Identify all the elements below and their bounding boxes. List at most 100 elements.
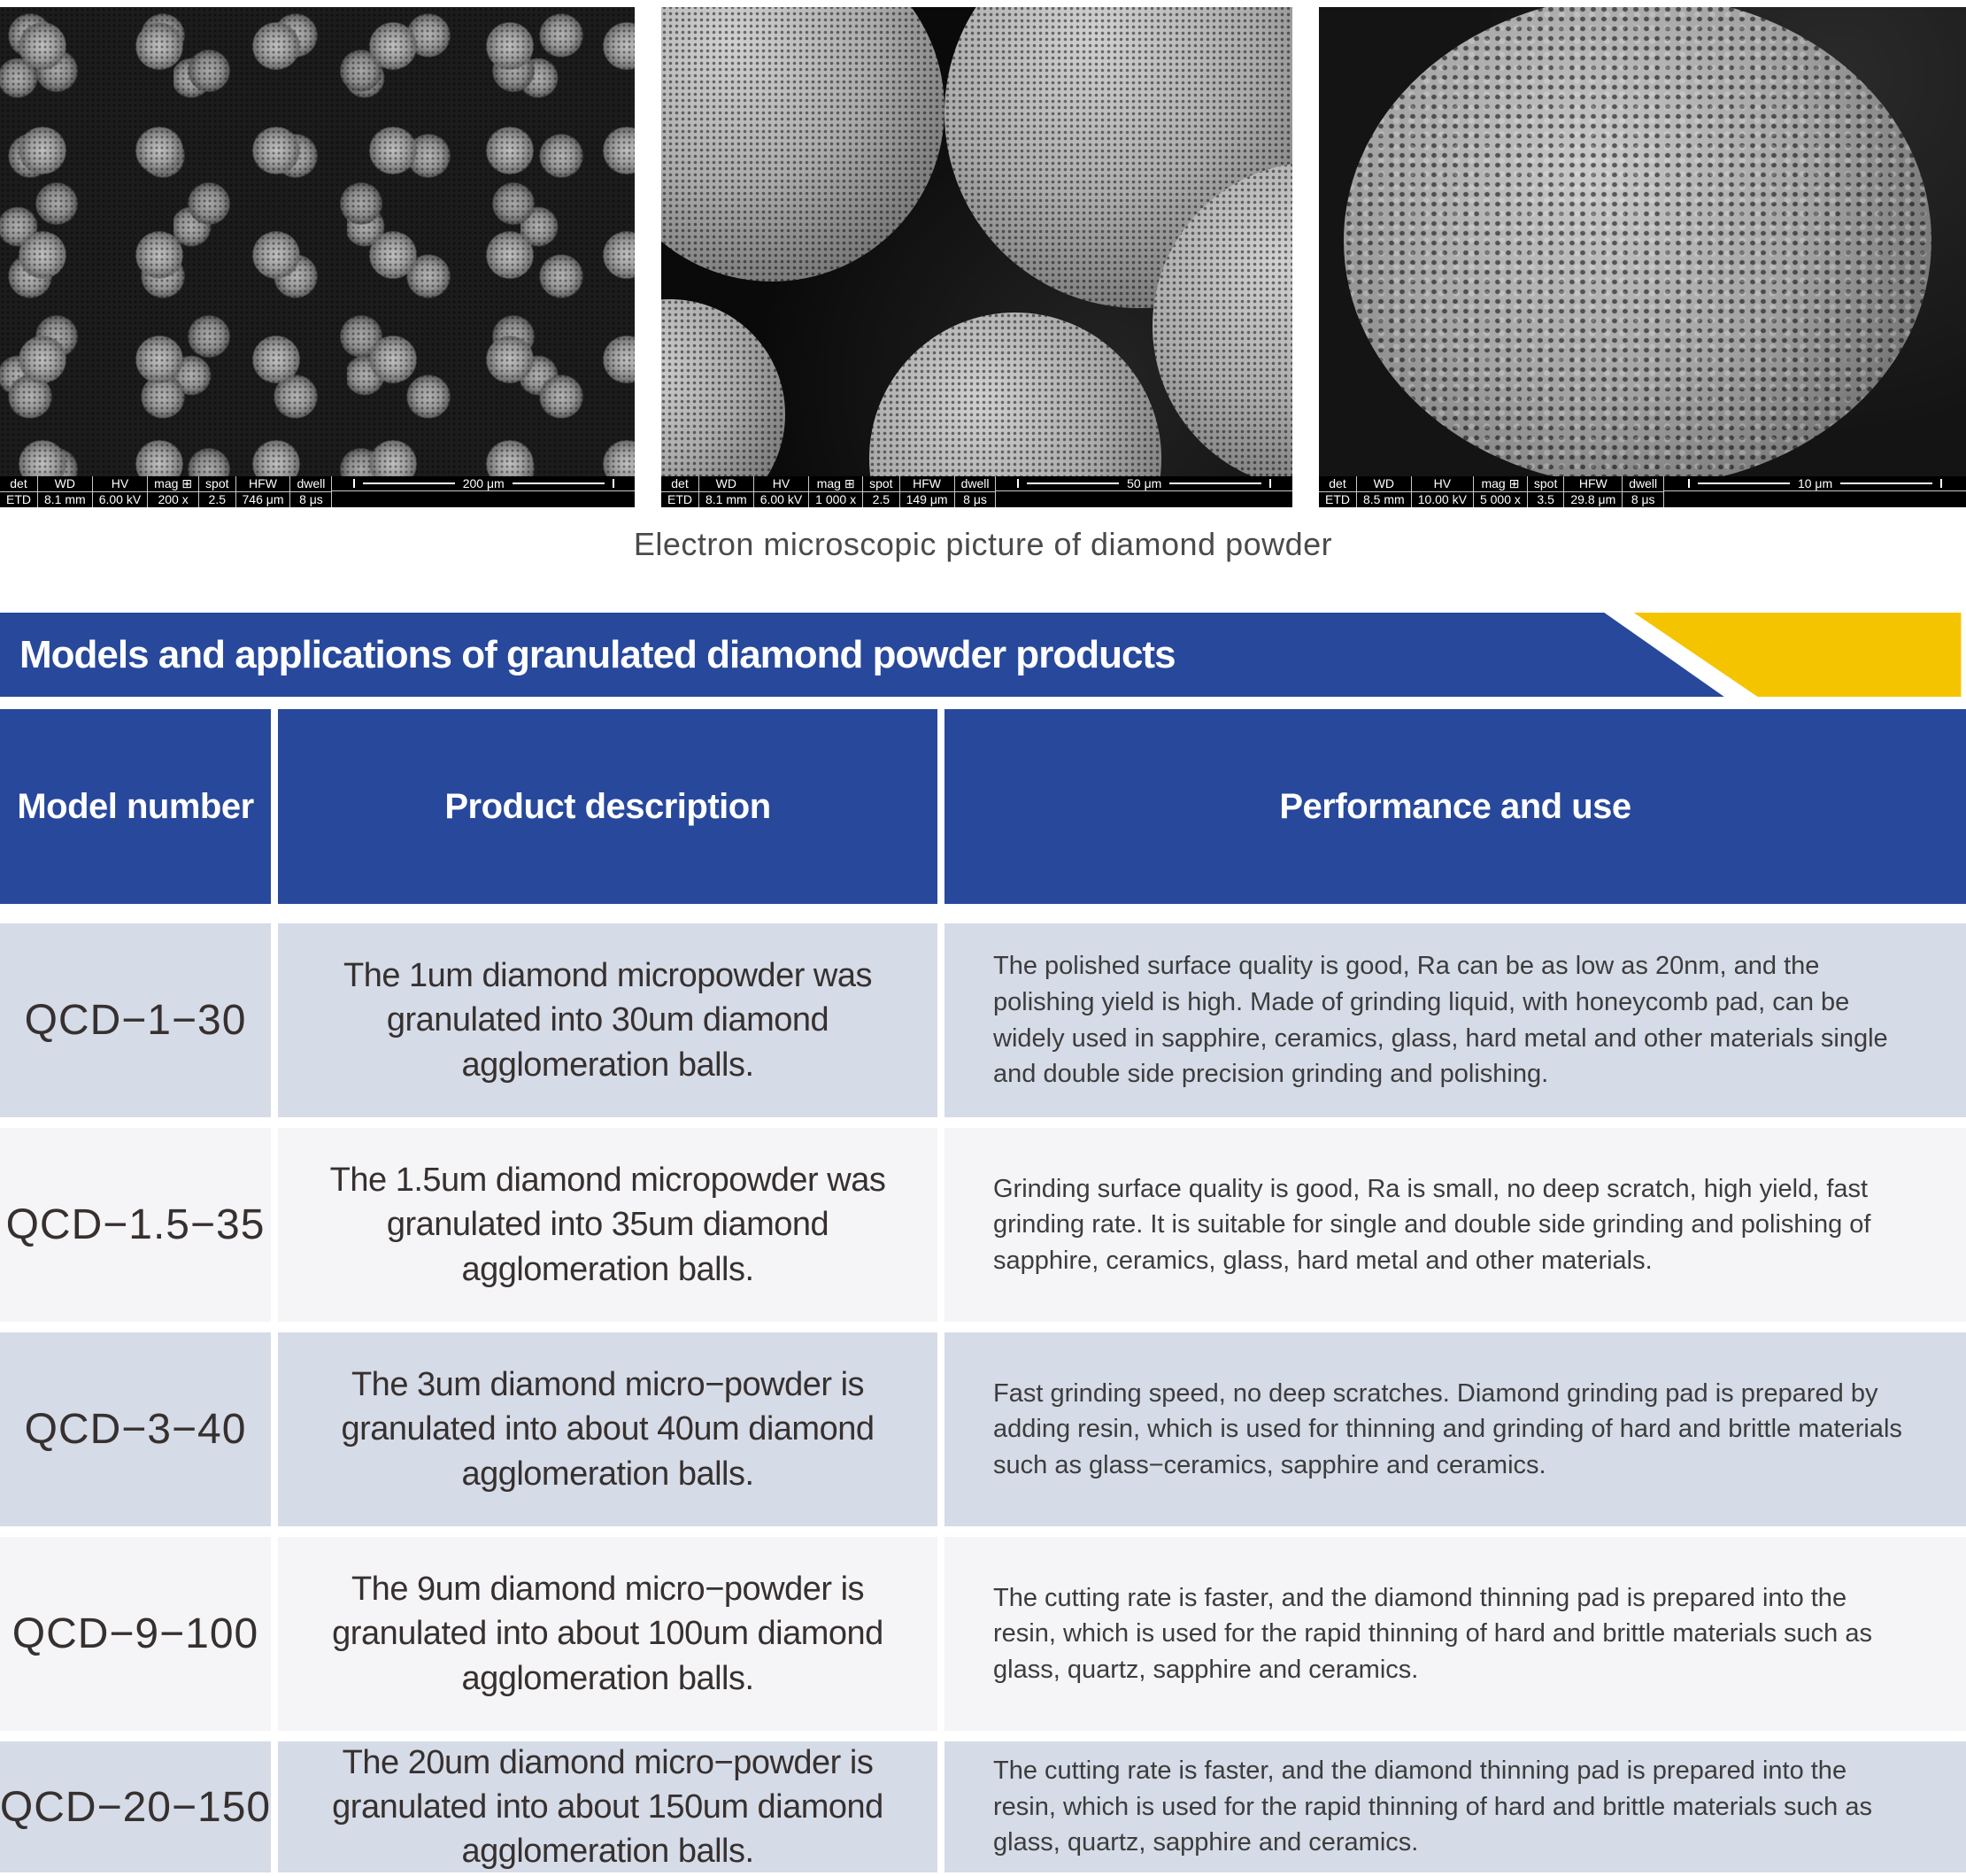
table-body: QCD−1−30 The 1um diamond micropowder was… [0,923,1966,1872]
sem-image-1: det ETD WD 8.1 mm HV 6.00 kV mag ⊞ 200 x… [0,7,635,507]
diamond-sphere-closeup [1344,7,1931,476]
meta-cell-dwell: dwell 8 μs [290,476,333,507]
sem-micrograph-200x [0,7,635,476]
performance-text: The cutting rate is faster, and the diam… [993,1583,1872,1684]
cell-product-description: The 1um diamond micropowder was granulat… [278,923,937,1117]
scale-tick [612,479,614,488]
meta-label: WD [699,476,753,492]
sem-metadata-bar-1: det ETD WD 8.1 mm HV 6.00 kV mag ⊞ 200 x… [0,476,635,507]
meta-label: mag ⊞ [809,476,863,492]
meta-cell-hv: HV 10.00 kV [1411,476,1474,507]
meta-label: HFW [235,476,290,492]
header-cell-product-description: Product description [278,709,937,904]
table-row: QCD−9−100 The 9um diamond micro−powder i… [0,1537,1966,1731]
meta-value: 6.00 kV [759,492,803,506]
cell-performance-and-use: Grinding surface quality is good, Ra is … [944,1128,1966,1322]
scale-bar: 50 μm [996,476,1292,507]
meta-label: HFW [899,476,954,492]
meta-cell-det: det ETD [0,476,38,507]
sem-metadata-bar-2: det ETD WD 8.1 mm HV 6.00 kV mag ⊞ 1 000… [661,476,1292,507]
meta-label: WD [38,476,92,492]
meta-label: dwell [1623,476,1664,492]
meta-value: 8 μs [299,492,323,506]
performance-text: Fast grinding speed, no deep scratches. … [993,1378,1902,1479]
table-row: QCD−3−40 The 3um diamond micro−powder is… [0,1332,1966,1526]
sem-image-2: det ETD WD 8.1 mm HV 6.00 kV mag ⊞ 1 000… [661,7,1292,507]
sem-image-strip: det ETD WD 8.1 mm HV 6.00 kV mag ⊞ 200 x… [0,0,1966,507]
meta-cell-det: det ETD [661,476,699,507]
cell-model-number: QCD−1.5−35 [0,1128,271,1322]
scale-bar: 10 μm [1664,476,1966,507]
cell-model-number: QCD−3−40 [0,1332,271,1526]
cell-model-number: QCD−20−150 [0,1741,271,1872]
section-title: Models and applications of granulated di… [19,632,1176,676]
meta-value: 149 μm [906,492,948,506]
meta-label: spot [199,476,235,492]
meta-label: det [1319,476,1356,492]
meta-value: 2.5 [872,492,890,506]
meta-value: 8.1 mm [705,492,747,506]
table-header: Model number Product description Perform… [0,709,1966,904]
cell-performance-and-use: Fast grinding speed, no deep scratches. … [944,1332,1966,1526]
meta-cell-mag: mag ⊞ 1 000 x [809,476,864,507]
meta-cell-wd: WD 8.5 mm [1357,476,1412,507]
sem-metadata-bar-3: det ETD WD 8.5 mm HV 10.00 kV mag ⊞ 5 00… [1319,476,1966,507]
diamond-sphere [661,299,785,476]
scale-line [1840,483,1933,484]
scale-bar: 200 μm [332,476,635,507]
meta-value: ETD [1325,492,1350,506]
scale-tick [1269,479,1272,488]
meta-cell-mag: mag ⊞ 200 x [148,476,200,507]
meta-label: mag ⊞ [148,476,199,492]
meta-cell-wd: WD 8.1 mm [38,476,93,507]
meta-value: 6.00 kV [98,492,142,506]
performance-text: The polished surface quality is good, Ra… [993,952,1888,1089]
cell-product-description: The 1.5um diamond micropowder was granul… [278,1128,937,1322]
meta-cell-spot: spot 3.5 [1527,476,1565,507]
meta-value: 5 000 x [1479,492,1521,506]
meta-cell-hfw: HFW 29.8 μm [1564,476,1623,507]
scale-tick [1687,479,1690,488]
meta-cell-hv: HV 6.00 kV [92,476,149,507]
meta-cell-wd: WD 8.1 mm [699,476,754,507]
scale-line [1027,483,1120,484]
header-cell-performance-and-use: Performance and use [944,709,1966,904]
scale-label: 200 μm [462,476,505,490]
table-row: QCD−1−30 The 1um diamond micropowder was… [0,923,1966,1117]
meta-value: 8.5 mm [1363,492,1405,506]
meta-cell-dwell: dwell 8 μs [954,476,997,507]
sem-micrograph-1000x [661,7,1292,476]
cell-product-description: The 20um diamond micro−powder is granula… [278,1741,937,1872]
meta-label: dwell [954,476,996,492]
meta-cell-spot: spot 2.5 [863,476,900,507]
meta-value: 1 000 x [815,492,857,506]
meta-label: HFW [1564,476,1623,492]
table-row: QCD−1.5−35 The 1.5um diamond micropowder… [0,1128,1966,1322]
meta-cell-hfw: HFW 149 μm [899,476,955,507]
scale-line [1169,483,1262,484]
scale-line [512,483,605,484]
meta-cell-dwell: dwell 8 μs [1623,476,1665,507]
meta-value: 2.5 [208,492,226,506]
meta-value: 746 μm [242,492,284,506]
sem-micrograph-5000x [1319,7,1966,476]
cell-performance-and-use: The cutting rate is faster, and the diam… [944,1537,1966,1731]
scale-tick [352,479,355,488]
meta-value: ETD [6,492,31,506]
meta-value: 29.8 μm [1570,492,1616,506]
meta-value: 200 x [158,492,189,506]
meta-value: 8.1 mm [44,492,86,506]
meta-label: HV [92,476,148,492]
meta-cell-det: det ETD [1319,476,1357,507]
cell-performance-and-use: The polished surface quality is good, Ra… [944,923,1966,1117]
scale-label: 50 μm [1127,476,1162,490]
meta-label: mag ⊞ [1473,476,1527,492]
cell-model-number: QCD−9−100 [0,1537,271,1731]
header-cell-model-number: Model number [0,709,271,904]
sem-texture [0,7,635,476]
meta-label: det [661,476,698,492]
meta-label: WD [1357,476,1411,492]
diamond-sphere [869,313,1161,476]
section-banner: Models and applications of granulated di… [0,613,1966,697]
scale-tick [1940,479,1943,488]
